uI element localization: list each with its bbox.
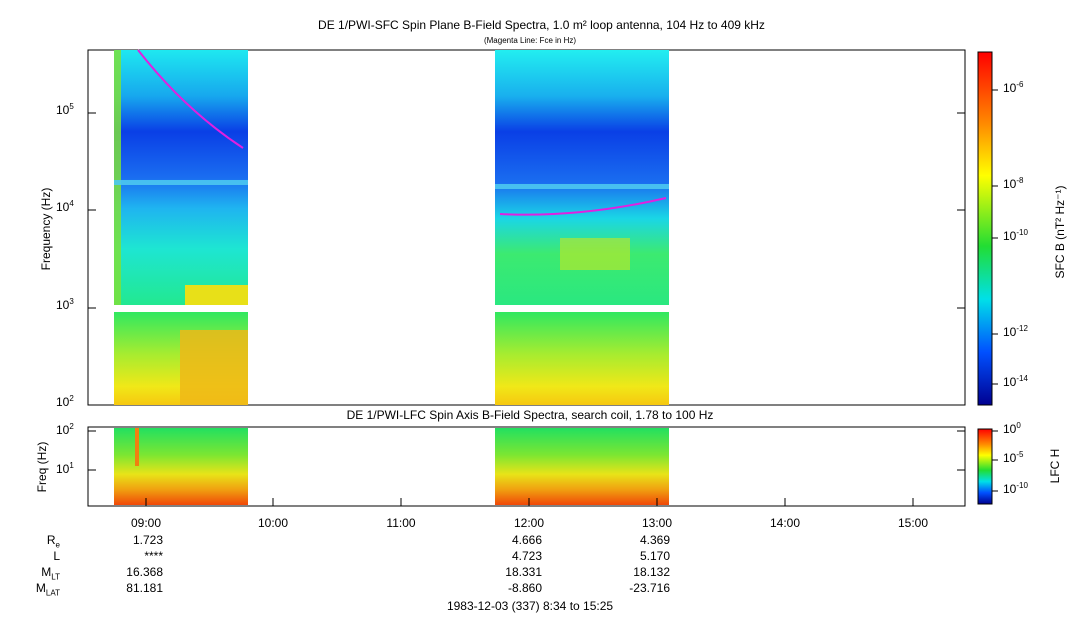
ephem-value: 18.331: [505, 565, 542, 579]
bottom-panel-data: [114, 428, 669, 505]
ephem-value: 4.666: [511, 533, 542, 547]
ephem-value: -23.716: [629, 581, 670, 595]
ephem-value: 16.368: [126, 565, 163, 579]
top-panel-subtitle: (Magenta Line: Fce in Hz): [483, 36, 577, 45]
ephem-row-label: MLT: [41, 565, 60, 582]
top-panel-title: DE 1/PWI-SFC Spin Plane B-Field Spectra,…: [318, 18, 765, 32]
ephem-value: 5.170: [639, 549, 670, 563]
top-ytick-1e5: 105: [56, 102, 74, 117]
fce-line-segment-2: [499, 197, 667, 216]
bottom-ytick-1e1: 101: [56, 461, 74, 476]
top-panel-data-interval-2: [495, 50, 669, 405]
top-ytick-1e2: 102: [56, 394, 74, 409]
xtick-label: 12:00: [513, 516, 545, 530]
xtick-label: 09:00: [130, 516, 162, 530]
top-colorbar: [977, 51, 993, 406]
date-range-label: 1983-12-03 (337) 8:34 to 15:25: [446, 599, 614, 613]
cb2-tick-1e-10: 10-10: [1003, 481, 1028, 496]
ephem-value: 18.132: [633, 565, 670, 579]
xtick-label: 14:00: [769, 516, 801, 530]
bottom-panel-y-ticks: [88, 430, 965, 471]
cb2-tick-1e0: 100: [1003, 421, 1021, 436]
fce-line-segment-1: [137, 49, 244, 149]
top-ytick-1e3: 103: [56, 297, 74, 312]
ephem-row-label: L: [53, 549, 60, 563]
ephem-value: 4.723: [511, 549, 542, 563]
top-colorbar-label: SFC B (nT² Hz⁻¹): [1053, 185, 1067, 279]
x-axis-ticks: [145, 498, 914, 506]
colorbar-ticks: [992, 89, 998, 492]
cb-tick-1e-10: 10-10: [1003, 228, 1028, 243]
top-panel-y-ticks: [88, 112, 965, 406]
cb-tick-1e-12: 10-12: [1003, 324, 1028, 339]
ephem-value: ****: [144, 549, 163, 563]
bottom-colorbar: [977, 428, 993, 505]
top-ytick-1e4: 104: [56, 199, 74, 214]
cb-tick-1e-6: 10-6: [1003, 80, 1024, 95]
top-panel-data-interval-1: [114, 50, 248, 405]
ephem-value: -8.860: [507, 581, 542, 595]
bottom-panel-y-label: Freq (Hz): [35, 441, 49, 493]
bottom-ytick-1e2: 102: [56, 422, 74, 437]
ephem-row-label: MLAT: [35, 581, 60, 598]
ephem-value: 1.723: [132, 533, 163, 547]
cb2-tick-1e-5: 10-5: [1003, 450, 1024, 465]
ephem-row-label: Re: [46, 533, 60, 550]
xtick-label: 13:00: [641, 516, 673, 530]
xtick-label: 10:00: [257, 516, 289, 530]
top-panel-y-label: Frequency (Hz): [39, 187, 53, 271]
ephem-value: 81.181: [126, 581, 163, 595]
bottom-colorbar-label: LFC H: [1048, 448, 1062, 484]
cb-tick-1e-8: 10-8: [1003, 176, 1024, 191]
xtick-label: 11:00: [386, 516, 416, 530]
ephem-value: 4.369: [639, 533, 670, 547]
xtick-label: 15:00: [897, 516, 929, 530]
bottom-panel-title: DE 1/PWI-LFC Spin Axis B-Field Spectra, …: [346, 408, 714, 422]
cb-tick-1e-14: 10-14: [1003, 374, 1028, 389]
